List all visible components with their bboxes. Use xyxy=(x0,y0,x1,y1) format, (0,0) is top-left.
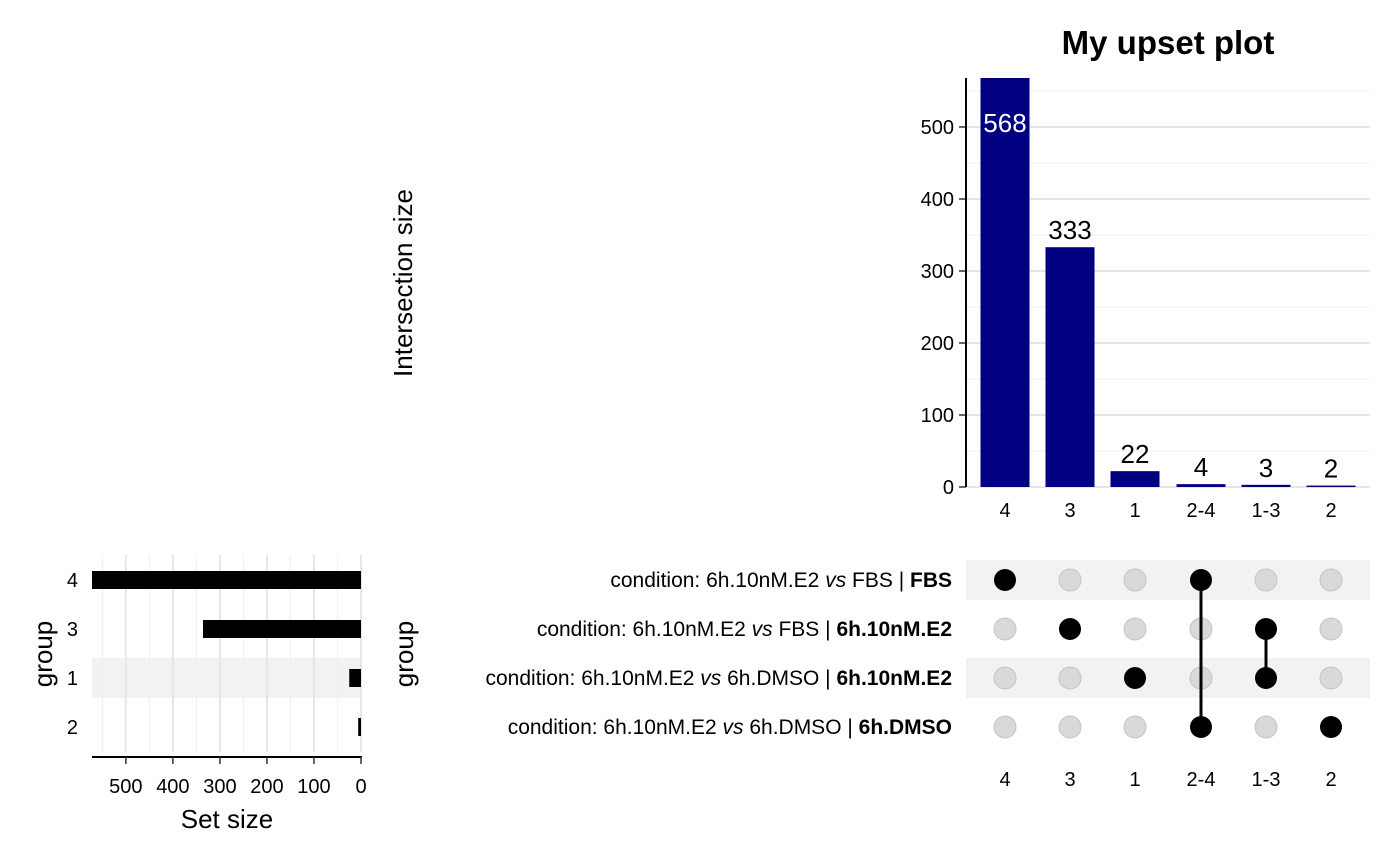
set-id-label: 1 xyxy=(67,668,78,690)
set-id-label: 2 xyxy=(67,717,78,739)
matrix-category-label: 2-4 xyxy=(1187,769,1216,791)
set-x-tick-label: 400 xyxy=(156,776,189,798)
matrix-category-label: 2 xyxy=(1325,769,1336,791)
matrix-row-stripe xyxy=(966,560,1370,600)
matrix-dot-inactive xyxy=(1123,617,1147,641)
intersection-bar xyxy=(980,78,1030,487)
matrix-dot-active xyxy=(1124,667,1146,689)
set-size-bar xyxy=(92,571,361,589)
set-row-stripe xyxy=(92,658,361,698)
y-tick-label: 500 xyxy=(921,117,954,139)
intersection-category-label: 2-4 xyxy=(1187,500,1216,522)
chart-title: My upset plot xyxy=(1062,24,1275,61)
intersection-bar-label: 568 xyxy=(983,108,1026,138)
set-x-tick-label: 0 xyxy=(355,776,366,798)
intersection-size-axis-title: Intersection size xyxy=(388,189,418,377)
matrix-dot-inactive xyxy=(1123,715,1147,739)
y-tick-label: 200 xyxy=(921,333,954,355)
set-x-tick-label: 500 xyxy=(109,776,142,798)
intersection-category-label: 2 xyxy=(1325,500,1336,522)
matrix-dot-active xyxy=(1255,667,1277,689)
matrix-dot-inactive xyxy=(993,715,1017,739)
intersection-bar xyxy=(1241,484,1291,487)
intersection-bar xyxy=(1306,485,1356,488)
intersection-bar-label: 3 xyxy=(1259,453,1273,483)
set-size-axis-title: Set size xyxy=(181,804,274,834)
set-name-label: condition: 6h.10nM.E2 vs 6h.DMSO | 6h.DM… xyxy=(508,716,952,739)
y-tick-label: 400 xyxy=(921,189,954,211)
matrix-group-axis-title: group xyxy=(389,621,419,688)
matrix-category-label: 3 xyxy=(1064,769,1075,791)
intersection-category-label: 1 xyxy=(1129,500,1140,522)
set-x-tick-label: 300 xyxy=(203,776,236,798)
intersection-bar-label: 22 xyxy=(1121,439,1150,469)
set-panel-group-axis-title: group xyxy=(28,621,58,688)
set-size-bar xyxy=(202,620,361,638)
matrix-dot-active xyxy=(1255,618,1277,640)
matrix-dot-inactive xyxy=(1058,568,1082,592)
matrix-dot-inactive xyxy=(1319,617,1343,641)
set-name-label: condition: 6h.10nM.E2 vs 6h.DMSO | 6h.10… xyxy=(485,667,952,690)
set-name-label: condition: 6h.10nM.E2 vs FBS | FBS xyxy=(610,569,952,592)
matrix-dot-inactive xyxy=(1254,715,1278,739)
set-size-panel: 4 3 1 2 500 400 300 200 100 0 xyxy=(67,555,367,798)
matrix-row-stripe xyxy=(966,658,1370,698)
intersection-category-label: 4 xyxy=(999,500,1010,522)
matrix-dot-inactive xyxy=(993,617,1017,641)
matrix-category-label: 4 xyxy=(999,769,1010,791)
intersection-category-label: 3 xyxy=(1064,500,1075,522)
intersection-bar-label: 333 xyxy=(1048,215,1091,245)
matrix-dot-inactive xyxy=(1058,666,1082,690)
set-size-bar xyxy=(358,718,361,736)
matrix-dot-inactive xyxy=(1319,568,1343,592)
matrix-dot-active xyxy=(1190,716,1212,738)
matrix-dot-inactive xyxy=(1123,568,1147,592)
matrix-dot-active xyxy=(994,569,1016,591)
y-tick-label: 300 xyxy=(921,261,954,283)
matrix-dot-active xyxy=(1190,569,1212,591)
matrix-dot-inactive xyxy=(993,666,1017,690)
intersection-bar xyxy=(1110,471,1160,487)
set-id-label: 3 xyxy=(67,619,78,641)
y-tick-label: 0 xyxy=(943,477,954,499)
intersection-bar-label: 4 xyxy=(1194,452,1208,482)
set-x-tick-label: 100 xyxy=(297,776,330,798)
matrix-dot-active xyxy=(1059,618,1081,640)
intersection-category-label: 1-3 xyxy=(1252,500,1281,522)
intersection-bar xyxy=(1045,247,1095,487)
y-tick-label: 100 xyxy=(921,405,954,427)
intersection-bar-label: 2 xyxy=(1324,454,1338,484)
set-size-bar xyxy=(349,669,361,687)
matrix-category-label: 1 xyxy=(1129,769,1140,791)
matrix-category-label: 1-3 xyxy=(1252,769,1281,791)
set-id-label: 4 xyxy=(67,570,78,592)
intersection-bar xyxy=(1176,484,1226,487)
matrix-dot-inactive xyxy=(1254,568,1278,592)
matrix-dot-active xyxy=(1320,716,1342,738)
intersection-matrix-panel: condition: 6h.10nM.E2 vs FBS | FBS condit… xyxy=(485,560,1370,791)
matrix-dot-inactive xyxy=(1058,715,1082,739)
set-x-tick-label: 200 xyxy=(250,776,283,798)
matrix-dot-inactive xyxy=(1319,666,1343,690)
set-name-label: condition: 6h.10nM.E2 vs FBS | 6h.10nM.E… xyxy=(537,618,952,641)
